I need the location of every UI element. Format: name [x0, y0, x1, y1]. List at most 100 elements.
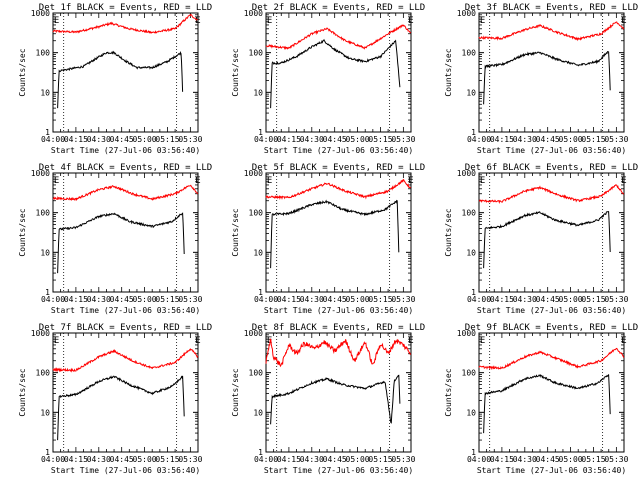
x-tick-label: 04:45 — [536, 455, 560, 464]
x-tick-label: 05:00 — [346, 295, 370, 304]
plot-frame — [52, 332, 199, 453]
detector-panel-6: Det 6f BLACK = Events, RED = LLD 1 10 100 10… — [444, 163, 638, 315]
x-tick-label: 04:45 — [110, 135, 134, 144]
y-tick-label: 10 — [466, 248, 476, 257]
e-marker: E — [195, 16, 200, 26]
x-tick-label: 04:15 — [64, 295, 88, 304]
y-tick-label: 1 — [45, 128, 50, 137]
x-axis-label: Start Time (27-Jul-06 03:56:40) — [264, 466, 413, 475]
y-axis-label: Counts/sec — [444, 368, 453, 416]
panel-title: Det 1f BLACK = Events, RED = LLD — [39, 3, 212, 13]
x-tick-label: 04:00 — [41, 295, 65, 304]
panel-title: Det 4f BLACK = Events, RED = LLD — [39, 163, 212, 173]
e-marker: E — [621, 16, 626, 26]
detector-panel-4: Det 4f BLACK = Events, RED = LLD 1 10 100 10… — [18, 163, 212, 315]
plot-frame — [265, 172, 412, 293]
plot-frame — [265, 332, 412, 453]
plot-frame — [52, 172, 199, 293]
y-axis-label: Counts/sec — [18, 368, 27, 416]
e-marker: E — [480, 176, 485, 186]
e-marker: E — [621, 336, 626, 346]
x-tick-label: 04:00 — [41, 135, 65, 144]
x-tick-label: 04:30 — [87, 455, 111, 464]
y-tick-label: 1 — [471, 448, 476, 457]
lld-series-line — [52, 348, 199, 373]
e-marker: E — [408, 336, 413, 346]
y-tick-label: 1 — [258, 288, 263, 297]
x-tick-label: 05:00 — [133, 135, 157, 144]
x-tick-label: 04:45 — [536, 295, 560, 304]
detector-panel-9: Det 9f BLACK = Events, RED = LLD 1 10 100 10… — [444, 323, 638, 475]
plot-frame — [478, 12, 625, 133]
events-series-line — [483, 374, 611, 434]
lld-series-line — [478, 184, 625, 205]
x-tick-label: 04:30 — [300, 295, 324, 304]
detector-panel-7: Det 7f BLACK = Events, RED = LLD 1 10 100 10… — [18, 323, 212, 475]
x-tick-label: 04:00 — [254, 455, 278, 464]
x-axis-label: Start Time (27-Jul-06 03:56:40) — [264, 146, 413, 155]
detector-panel-8: Det 8f BLACK = Events, RED = LLD 1 10 100 10… — [231, 323, 425, 475]
y-tick-label: 1000 — [244, 9, 263, 18]
y-tick-label: 100 — [462, 49, 477, 58]
x-tick-label: 05:30 — [391, 135, 415, 144]
y-tick-label: 10 — [253, 88, 263, 97]
x-tick-label: 05:00 — [133, 455, 157, 464]
y-axis-label: Counts/sec — [18, 48, 27, 96]
x-axis-label: Start Time (27-Jul-06 03:56:40) — [51, 146, 200, 155]
plot-frame — [478, 172, 625, 293]
x-tick-label: 04:45 — [323, 455, 347, 464]
y-axis-label: Counts/sec — [231, 368, 240, 416]
x-tick-label: 05:00 — [133, 295, 157, 304]
panel-title: Det 5f BLACK = Events, RED = LLD — [252, 163, 425, 173]
x-tick-label: 05:15 — [368, 295, 392, 304]
x-tick-label: 05:30 — [604, 135, 628, 144]
events-series-line — [483, 211, 611, 269]
lld-series-line — [265, 338, 412, 368]
y-tick-label: 100 — [462, 369, 477, 378]
detector-panel-3: Det 3f BLACK = Events, RED = LLD 1 10 100 10… — [444, 3, 638, 155]
events-series-line — [270, 38, 401, 109]
y-tick-label: 1 — [45, 288, 50, 297]
x-tick-label: 04:15 — [277, 455, 301, 464]
e-marker: E — [195, 176, 200, 186]
y-tick-label: 100 — [249, 49, 264, 58]
x-tick-label: 05:15 — [155, 135, 179, 144]
y-tick-label: 1000 — [31, 329, 50, 338]
x-tick-label: 05:30 — [178, 135, 202, 144]
lld-series-line — [265, 178, 412, 200]
lld-series-line — [265, 24, 412, 50]
x-tick-label: 05:15 — [581, 295, 605, 304]
y-tick-label: 1000 — [457, 9, 476, 18]
panel-title: Det 2f BLACK = Events, RED = LLD — [252, 3, 425, 13]
x-axis-label: Start Time (27-Jul-06 03:56:40) — [51, 466, 200, 475]
y-axis-label: Counts/sec — [231, 48, 240, 96]
y-tick-label: 1000 — [31, 169, 50, 178]
x-tick-label: 04:30 — [300, 455, 324, 464]
x-tick-label: 05:00 — [559, 455, 583, 464]
x-tick-label: 05:30 — [604, 455, 628, 464]
x-tick-label: 04:15 — [490, 135, 514, 144]
x-axis-label: Start Time (27-Jul-06 03:56:40) — [264, 306, 413, 315]
y-tick-label: 1000 — [457, 329, 476, 338]
x-tick-label: 04:30 — [513, 295, 537, 304]
x-tick-label: 04:45 — [323, 295, 347, 304]
y-tick-label: 1 — [45, 448, 50, 457]
x-tick-label: 04:45 — [110, 455, 134, 464]
events-series-line — [270, 374, 401, 425]
y-tick-label: 1000 — [244, 329, 263, 338]
x-tick-label: 05:15 — [155, 295, 179, 304]
y-tick-label: 1000 — [31, 9, 50, 18]
x-tick-label: 05:30 — [178, 455, 202, 464]
x-tick-label: 05:00 — [346, 455, 370, 464]
y-tick-label: 1 — [258, 128, 263, 137]
x-tick-label: 05:15 — [155, 455, 179, 464]
e-marker: E — [621, 176, 626, 186]
lld-series-line — [478, 21, 625, 42]
y-tick-label: 1000 — [457, 169, 476, 178]
detector-panel-5: Det 5f BLACK = Events, RED = LLD 1 10 100 10… — [231, 163, 425, 315]
x-tick-label: 05:30 — [391, 455, 415, 464]
x-tick-label: 04:30 — [513, 135, 537, 144]
x-tick-label: 05:00 — [346, 135, 370, 144]
y-tick-label: 1 — [471, 288, 476, 297]
panel-title: Det 3f BLACK = Events, RED = LLD — [465, 3, 638, 13]
